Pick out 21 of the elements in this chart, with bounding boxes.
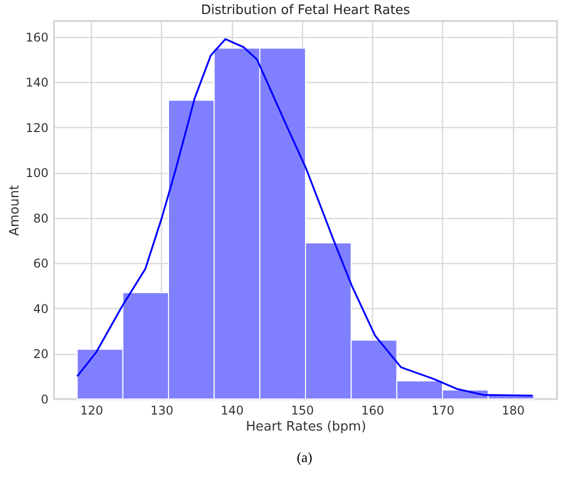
line-series — [76, 38, 534, 397]
x-tick-label: 180 — [502, 404, 525, 418]
y-tick-label: 60 — [33, 256, 48, 271]
x-tick-label: 170 — [432, 404, 454, 418]
y-tick-label: 0 — [40, 392, 48, 406]
x-tick-label: 120 — [80, 404, 104, 418]
chart-title: Distribution of Fetal Heart Rates — [200, 3, 410, 18]
x-tick-label: 140 — [220, 404, 244, 418]
x-axis-title: Heart Rates (bpm) — [246, 420, 366, 434]
y-tick-label: 120 — [26, 120, 48, 135]
x-tick-label: 130 — [150, 404, 174, 418]
y-axis-title: Amount — [8, 184, 23, 236]
y-tick-label: 160 — [26, 30, 48, 44]
x-tick-label: 150 — [291, 404, 314, 418]
text: (a) — [296, 451, 314, 467]
y-tick-label: 100 — [26, 166, 48, 180]
y-tick-label: 140 — [26, 76, 48, 90]
y-tick-label: 80 — [33, 211, 48, 226]
x-tick-label: 160 — [361, 404, 384, 418]
y-tick-label: 40 — [33, 302, 48, 316]
y-tick-label: 20 — [33, 347, 48, 362]
